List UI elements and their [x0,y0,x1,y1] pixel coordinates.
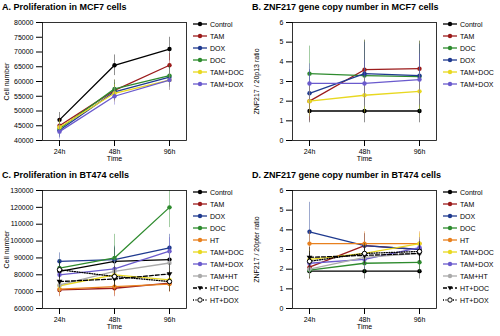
svg-text:96h: 96h [414,148,426,155]
svg-text:100000: 100000 [10,237,33,244]
svg-text:Cell number: Cell number [3,230,10,268]
html-text:TAM: TAM [210,32,225,40]
svg-text:6: 6 [280,19,284,26]
svg-text:2: 2 [280,265,284,272]
svg-text:Time: Time [107,155,122,162]
svg-text:24h: 24h [304,148,316,155]
html-text:TAM: TAM [460,32,475,40]
html-text:DOC: DOC [460,224,476,232]
svg-text:Time: Time [357,323,372,330]
svg-text:40000: 40000 [14,137,34,144]
svg-text:4: 4 [280,226,284,233]
html-text:TAM+DOX: TAM+DOX [460,260,494,268]
html-text:TAM+HT: TAM+HT [210,272,238,280]
html-text:DOC: DOC [460,44,476,52]
html-text:Control: Control [210,20,233,28]
svg-text:48h: 48h [358,148,371,156]
html-text:DOX: DOX [460,212,476,220]
svg-text:96h: 96h [164,148,176,155]
svg-text:48h: 48h [108,316,121,324]
svg-text:90000: 90000 [14,254,34,261]
html-text:TAM+DOX: TAM+DOX [460,80,494,88]
html-text:C. Proliferation in BT474 cell: C. Proliferation in BT474 cells [2,170,129,180]
html-text:Control: Control [460,188,483,196]
svg-text:4: 4 [280,58,284,65]
svg-text:65000: 65000 [14,63,34,70]
svg-text:80000: 80000 [14,19,34,26]
svg-text:45000: 45000 [14,122,34,129]
svg-text:24h: 24h [54,148,66,155]
svg-text:70000: 70000 [14,288,34,295]
html-text:TAM+DOC: TAM+DOC [460,68,494,76]
svg-text:5: 5 [280,38,284,45]
html-text:DOX: DOX [460,56,476,64]
html-text:TAM+DOX: TAM+DOX [210,260,244,268]
html-text:HT+DOX: HT+DOX [210,296,239,304]
svg-text:50000: 50000 [14,107,34,114]
html-text:DOX: DOX [210,44,226,52]
svg-text:110000: 110000 [11,220,34,227]
svg-text:60000: 60000 [14,78,34,85]
svg-text:24h: 24h [304,316,316,323]
svg-text:55000: 55000 [14,92,34,99]
html-text:DOX: DOX [210,212,226,220]
svg-text:3: 3 [280,78,284,85]
svg-text:0: 0 [280,305,284,312]
svg-text:Time: Time [107,323,122,330]
svg-text:130000: 130000 [10,187,33,194]
html-text:TAM+DOX: TAM+DOX [210,80,244,88]
html-text:HT: HT [210,236,220,244]
svg-text:75000: 75000 [14,33,34,40]
html-text:D. ZNF217 gene copy number in: D. ZNF217 gene copy number in BT474 cell… [252,170,442,180]
html-text:TAM+DOC: TAM+DOC [460,248,494,256]
svg-text:2: 2 [280,97,284,104]
svg-text:1: 1 [280,285,284,292]
html-text:TAM+HT: TAM+HT [460,272,488,280]
html-text:TAM: TAM [460,200,475,208]
html-text:HT: HT [460,236,470,244]
html-text:HT+DOC: HT+DOC [460,284,489,292]
svg-text:0: 0 [280,137,284,144]
svg-text:1: 1 [280,117,284,124]
html-text:HT+DOC: HT+DOC [210,284,239,292]
html-text:TAM+DOC: TAM+DOC [210,68,244,76]
html-text:DOC: DOC [210,224,226,232]
svg-text:70000: 70000 [14,48,34,55]
svg-text:6: 6 [280,187,284,194]
svg-text:Cell number: Cell number [3,62,10,100]
html-text:TAM: TAM [210,200,225,208]
svg-text:ZNF217 / 20p13 ratio: ZNF217 / 20p13 ratio [253,48,261,114]
svg-text:96h: 96h [164,316,176,323]
html-text:A. Proliferation in MCF7 cells: A. Proliferation in MCF7 cells [2,2,127,12]
html-text:TAM+DOC: TAM+DOC [210,248,244,256]
html-text:Control: Control [460,20,483,28]
html-text:HT+DOX: HT+DOX [460,296,489,304]
html-text:DOC: DOC [210,56,226,64]
svg-text:3: 3 [280,246,284,253]
svg-text:Time: Time [357,155,372,162]
html-text:B. ZNF217 gene copy number in: B. ZNF217 gene copy number in MCF7 cells [252,2,439,12]
svg-text:60000: 60000 [14,305,34,312]
html-text:Control: Control [210,188,233,196]
svg-text:96h: 96h [414,316,426,323]
svg-text:48h: 48h [108,148,121,156]
svg-text:5: 5 [280,206,284,213]
svg-text:ZNF217 / 20pter ratio: ZNF217 / 20pter ratio [253,216,261,283]
svg-text:80000: 80000 [14,271,34,278]
svg-text:120000: 120000 [10,204,33,211]
svg-text:48h: 48h [358,316,371,324]
svg-text:24h: 24h [54,316,66,323]
